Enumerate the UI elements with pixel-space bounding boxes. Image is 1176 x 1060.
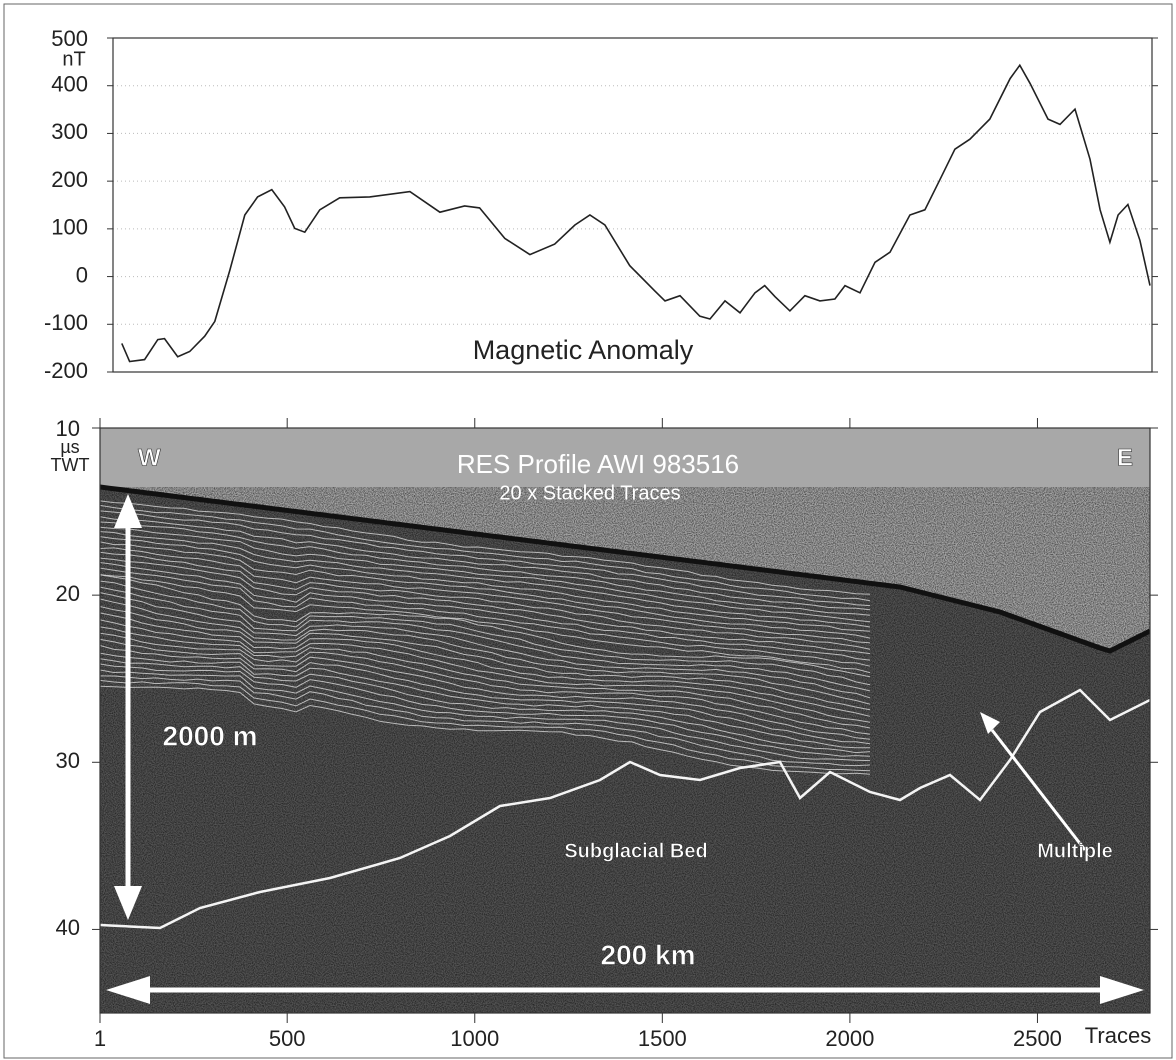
internal-layer [100,598,871,705]
y-tick-label: -100 [44,310,88,335]
internal-layer [100,521,871,616]
y-tick-label: 30 [56,748,80,773]
chart-title: RES Profile AWI 983516 [457,449,739,479]
internal-layer [100,531,871,628]
y-tick-label: 200 [51,167,88,192]
y-tick-label: 100 [51,215,88,240]
y-axis-label: µs [60,437,79,457]
arrow-head [114,886,142,920]
internal-layer [100,567,871,667]
internal-layer [100,645,871,745]
internal-layer [100,669,871,762]
y-tick-label: 0 [76,262,88,287]
annotation: Subglacial Bed [564,840,707,862]
anomaly-line [121,63,1151,363]
arrow-head [1100,976,1144,1004]
y-tick-label: 40 [56,915,80,940]
internal-layer [100,536,871,632]
radargram [100,428,1150,1013]
internal-layer [100,592,871,699]
internal-layer [100,562,871,661]
annotation: 2000 m [163,720,258,751]
internal-layer [100,658,871,754]
internal-layer [100,652,870,749]
internal-layer [100,574,871,674]
y-axis-label: nT [62,48,85,70]
internal-layer [100,675,871,767]
x-tick-label: 1000 [450,1026,499,1051]
internal-layer [100,663,871,757]
pointer [990,729,1087,851]
y-axis-label: TWT [51,455,90,475]
y-tick-label: 400 [51,72,88,97]
internal-layer [100,541,871,639]
internal-layer [100,574,871,678]
internal-layer [100,557,871,655]
internal-layer [100,619,871,723]
internal-layer [100,500,871,595]
arrow-head [980,712,1000,734]
annotation: E [1117,444,1133,471]
internal-layer [100,504,871,602]
x-tick-label: 2500 [1013,1026,1062,1051]
internal-layer [100,626,871,729]
annotation: 200 km [601,939,696,970]
y-tick-label: 20 [56,581,80,606]
x-tick-label: 500 [269,1026,306,1051]
y-tick-label: 500 [51,26,88,51]
annotation: W [138,444,161,471]
plot-frame [112,37,1153,373]
internal-layer [100,606,871,711]
y-tick-label: 300 [51,119,88,144]
annotation: Magnetic Anomaly [473,335,694,365]
arrow-head [106,976,150,1004]
chart-subtitle: 20 x Stacked Traces [499,482,680,504]
page-frame [3,3,1173,1059]
internal-layer [100,510,871,607]
internal-layer [100,679,871,772]
internal-layer [100,580,871,686]
internal-layer [100,516,871,611]
x-tick-label: 1500 [638,1026,687,1051]
internal-layer [100,586,871,692]
y-tick-label: -200 [44,358,88,383]
arrow-head [114,494,142,528]
annotation: Multiple [1037,840,1113,862]
plot-frame [99,427,1151,1014]
x-tick-label: 2000 [825,1026,874,1051]
internal-layer [100,526,871,623]
y-tick-label: 10 [56,416,80,441]
internal-layer [100,547,871,644]
x-tick-label: 1 [94,1026,106,1051]
internal-layer [100,612,871,717]
internal-layer [100,632,871,735]
internal-layer [100,551,871,650]
x-axis-label: Traces [1085,1023,1151,1048]
internal-layer [100,638,871,740]
